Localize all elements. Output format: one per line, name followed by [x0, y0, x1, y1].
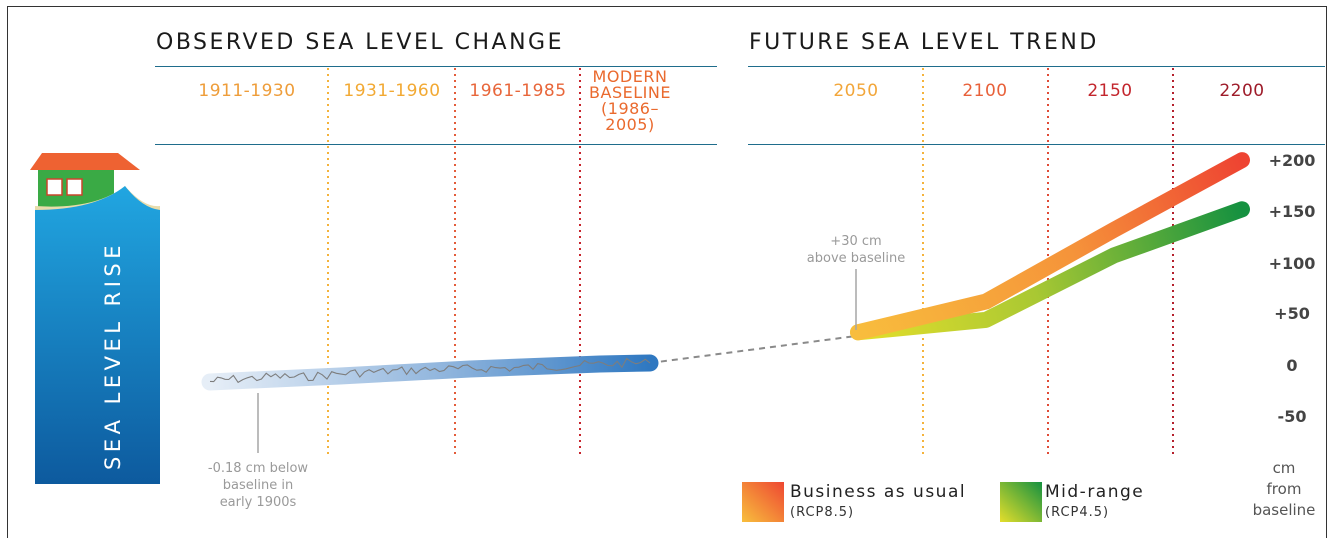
- y-unit-label: cm from baseline: [1248, 458, 1320, 521]
- early-note: -0.18 cm below baseline in early 1900s: [194, 460, 322, 511]
- baseline-line-1: MODERN: [592, 67, 668, 86]
- observed-bottom-rule: [155, 144, 717, 145]
- unit-line: cm: [1272, 459, 1296, 477]
- observed-series-line: [209, 357, 651, 384]
- plus30-note: +30 cm above baseline: [796, 233, 916, 267]
- future-bottom-rule: [748, 144, 1325, 145]
- house-window: [46, 178, 63, 196]
- unit-line: baseline: [1252, 501, 1316, 519]
- water-column: [35, 186, 160, 484]
- period-1961-1985: 1961-1985: [469, 81, 567, 101]
- early-note-line: -0.18 cm below: [207, 461, 309, 476]
- baseline-line-3: (1986–2005): [601, 99, 659, 134]
- house-roof: [30, 153, 140, 170]
- period-1931-1960: 1931-1960: [343, 81, 441, 101]
- period-2200: 2200: [1219, 81, 1265, 101]
- observed-heading: OBSERVED SEA LEVEL CHANGE: [156, 30, 564, 55]
- y-tick-label: +100: [1268, 254, 1316, 273]
- house-window: [66, 178, 83, 196]
- frame: [7, 6, 1327, 538]
- future-top-rule: [748, 66, 1325, 67]
- unit-line: from: [1266, 480, 1302, 498]
- baseline-line-2: BASELINE: [589, 83, 671, 102]
- house-icon: [30, 153, 140, 210]
- legend-mid-name: Mid-range: [1045, 482, 1145, 502]
- mid-range-series-line: [850, 201, 1250, 341]
- observed-series-band: [201, 354, 659, 391]
- period-2100: 2100: [962, 81, 1008, 101]
- legend-mid-sub: (RCP4.5): [1045, 505, 1110, 520]
- legend-swatch-business: [742, 482, 784, 522]
- y-tick-label: +200: [1268, 151, 1316, 170]
- period-2150: 2150: [1087, 81, 1133, 101]
- y-tick-label: 0: [1286, 356, 1298, 375]
- early-note-line: early 1900s: [219, 495, 297, 510]
- plus30-note-line: +30 cm: [830, 234, 882, 249]
- early-note-line: baseline in: [222, 478, 294, 493]
- y-tick-label: +150: [1268, 202, 1316, 221]
- legend-business-sub: (RCP8.5): [790, 505, 855, 520]
- observed-top-rule: [155, 66, 717, 67]
- y-tick-label: +50: [1274, 304, 1310, 323]
- plus30-note-line: above baseline: [806, 251, 906, 266]
- period-1911-1930: 1911-1930: [198, 81, 296, 101]
- y-tick-label: -50: [1277, 407, 1307, 426]
- projection-connector: [649, 335, 857, 364]
- future-heading: FUTURE SEA LEVEL TREND: [749, 30, 1099, 55]
- legend-business-name: Business as usual: [790, 482, 967, 502]
- period-2050: 2050: [833, 81, 879, 101]
- sea-level-rise-label: SEA LEVEL RISE: [101, 240, 125, 470]
- legend-swatch-mid: [1000, 482, 1042, 522]
- business-series-line: [850, 152, 1250, 341]
- period-modern-baseline: MODERN BASELINE (1986–2005): [578, 69, 682, 133]
